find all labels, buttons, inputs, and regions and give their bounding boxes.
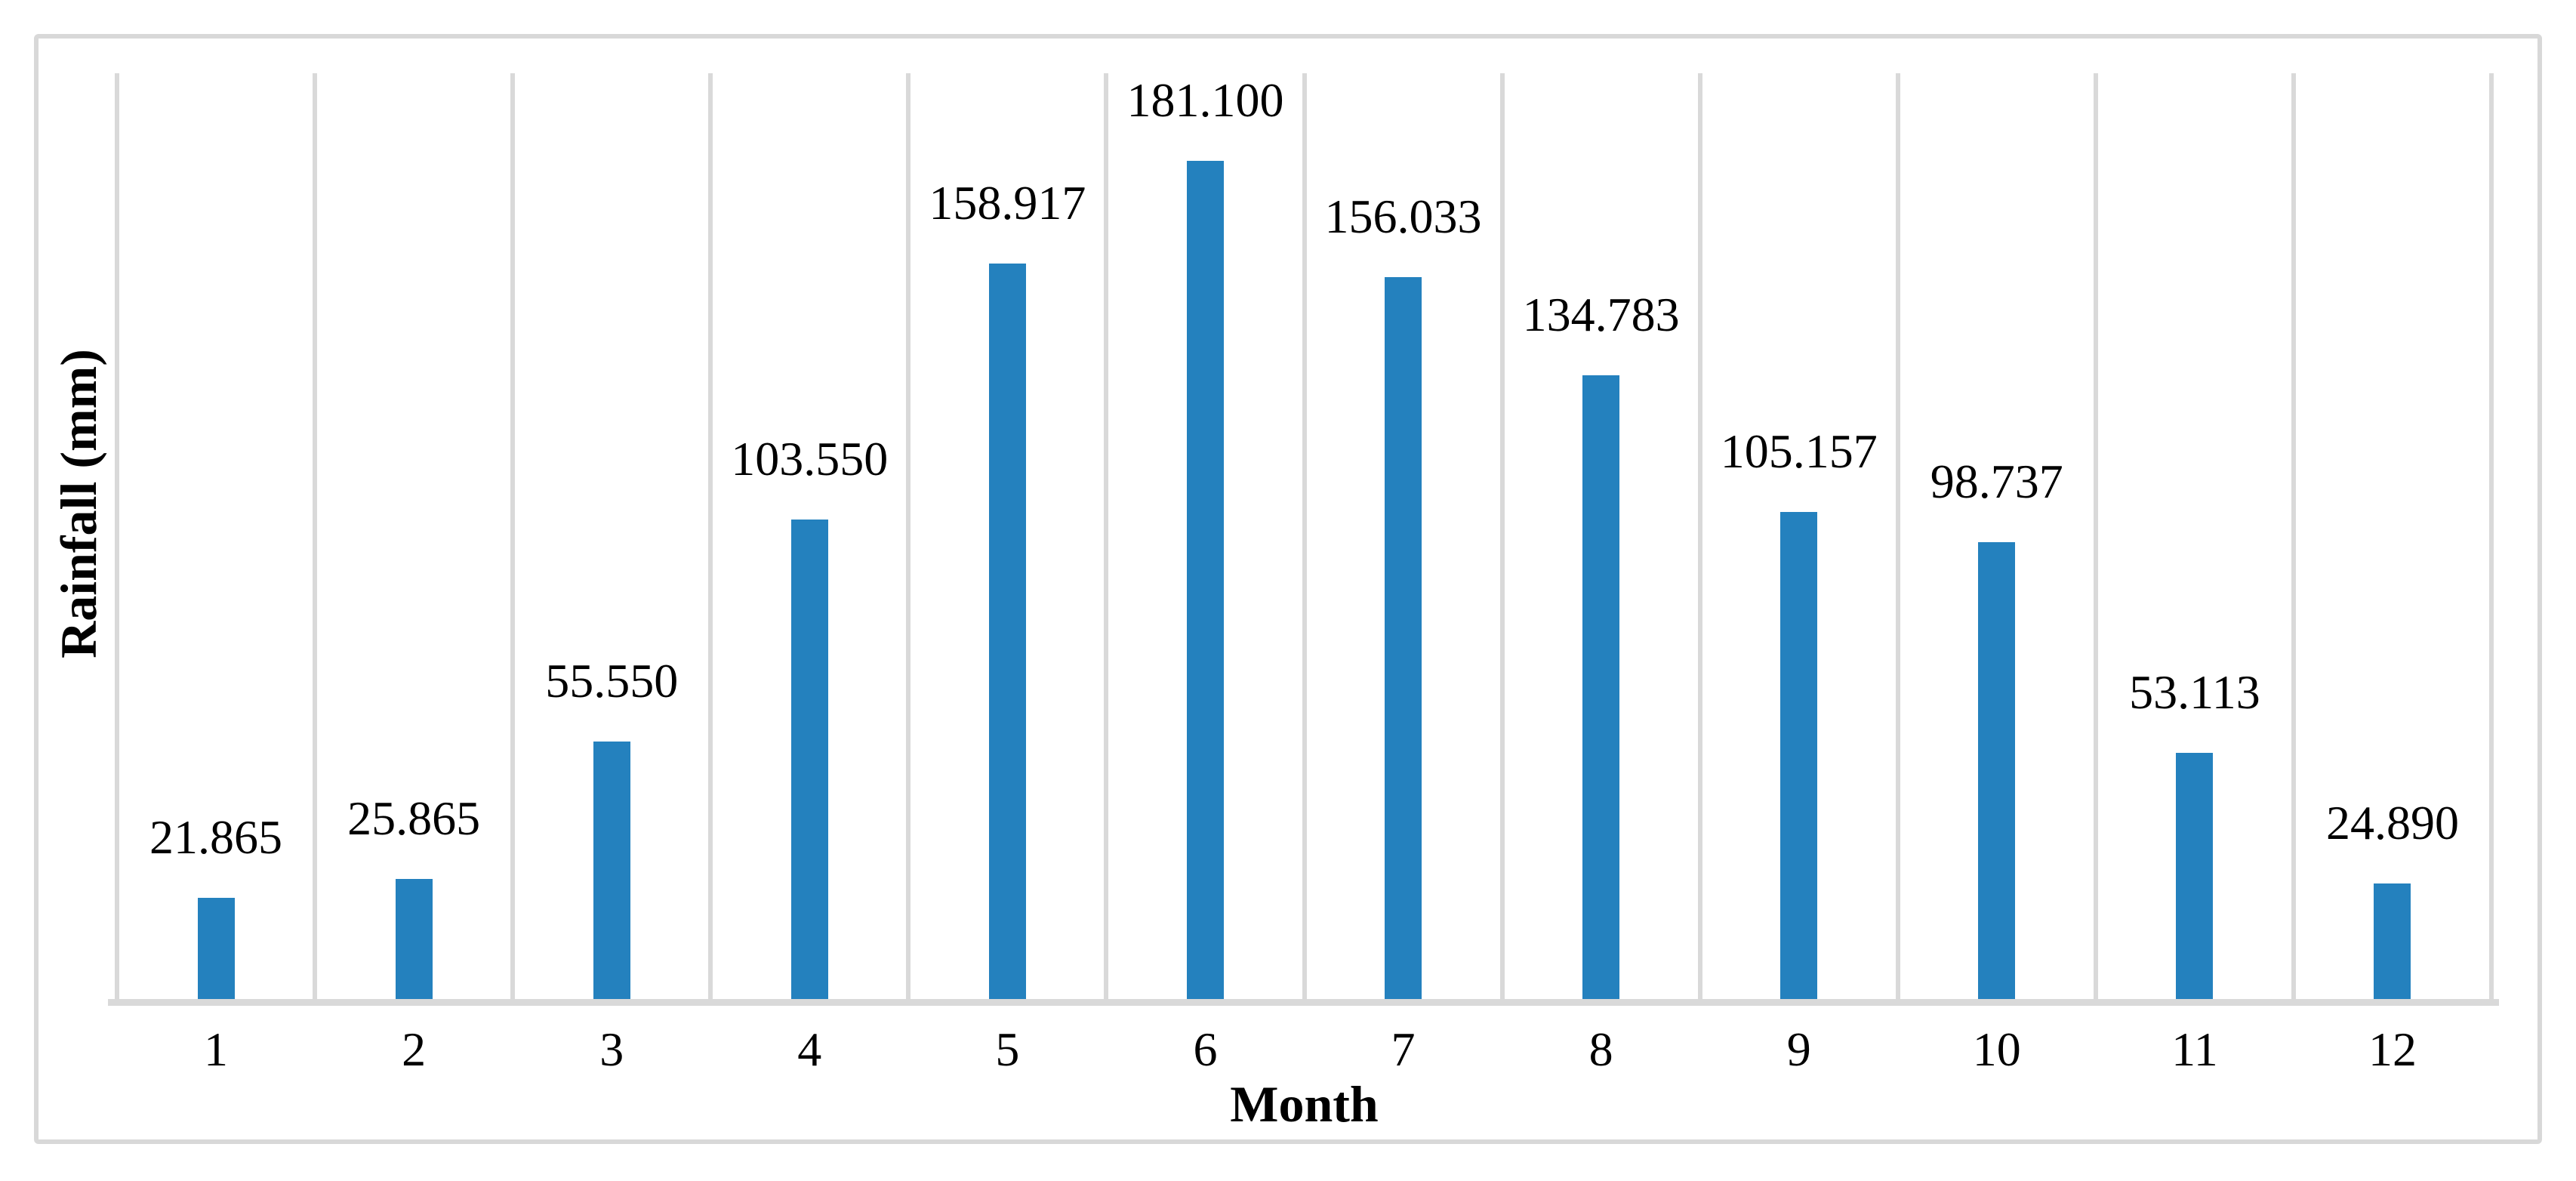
gridline [1697, 73, 1702, 999]
data-label-month-6: 181.100 [1126, 73, 1284, 127]
bar-month-9 [1780, 512, 1818, 999]
gridline [1895, 73, 1900, 999]
x-tick-label-month-1: 1 [204, 1022, 229, 1076]
bar-month-5 [988, 264, 1026, 999]
data-label-month-9: 105.157 [1720, 424, 1878, 478]
data-label-month-7: 156.033 [1324, 190, 1482, 243]
gridline [1499, 73, 1505, 999]
gridline [1104, 73, 1109, 999]
x-tick-label-month-3: 3 [599, 1022, 624, 1076]
bar-month-8 [1582, 375, 1620, 999]
data-label-month-5: 158.917 [929, 176, 1086, 230]
bar-month-1 [197, 898, 235, 999]
x-axis-line [108, 999, 2499, 1006]
x-tick-label-month-12: 12 [2368, 1022, 2417, 1076]
bar-month-11 [2176, 753, 2214, 999]
gridline [708, 73, 713, 999]
data-label-month-12: 24.890 [2325, 796, 2459, 850]
plot-area: 21.865 25.865 55.550 103.550 158.917 181.100 1… [108, 73, 2499, 1006]
data-label-month-11: 53.113 [2129, 665, 2260, 719]
gridline [115, 73, 119, 999]
bar-month-4 [790, 520, 828, 999]
gridline [906, 73, 911, 999]
x-tick-label-month-7: 7 [1391, 1022, 1416, 1076]
data-label-month-8: 134.783 [1522, 288, 1680, 341]
gridline [2489, 73, 2494, 999]
gridline [510, 73, 516, 999]
bar-month-3 [593, 742, 630, 999]
data-label-month-2: 25.865 [347, 791, 481, 845]
bar-month-6 [1186, 161, 1224, 999]
x-axis-title: Month [1230, 1075, 1379, 1133]
bar-month-12 [2374, 883, 2411, 999]
x-tick-label-month-5: 5 [995, 1022, 1020, 1076]
gridline [313, 73, 318, 999]
bar-month-2 [395, 879, 433, 999]
x-tick-label-month-9: 9 [1786, 1022, 1811, 1076]
gridline [2291, 73, 2296, 999]
x-tick-label-month-11: 11 [2171, 1022, 2218, 1076]
y-axis-title: Rainfall (mm) [50, 349, 107, 658]
figure-border [34, 34, 2542, 1144]
bar-month-7 [1385, 277, 1422, 999]
x-tick-label-month-8: 8 [1588, 1022, 1613, 1076]
x-tick-label-month-10: 10 [1972, 1022, 2021, 1076]
bar-month-10 [1978, 542, 2016, 999]
gridline [1302, 73, 1307, 999]
x-tick-label-month-4: 4 [797, 1022, 822, 1076]
data-label-month-4: 103.550 [731, 432, 889, 486]
x-tick-label-month-6: 6 [1193, 1022, 1218, 1076]
data-label-month-10: 98.737 [1930, 455, 2063, 508]
x-tick-label-month-2: 2 [402, 1022, 427, 1076]
data-label-month-1: 21.865 [149, 810, 283, 864]
data-label-month-3: 55.550 [545, 654, 679, 708]
gridline [2093, 73, 2098, 999]
